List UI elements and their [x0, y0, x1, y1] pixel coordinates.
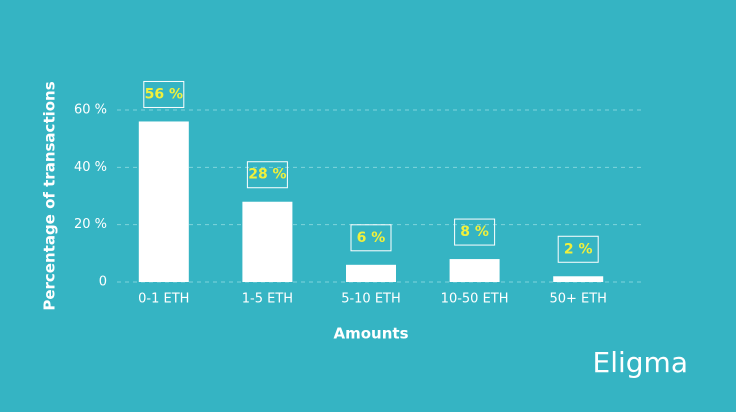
x-tick-label: 1-5 ETH — [242, 292, 293, 307]
bar — [449, 259, 500, 282]
y-axis-title: Percentage of transactions — [41, 81, 59, 310]
value-label: 6 % — [357, 230, 386, 246]
bar — [138, 121, 189, 282]
value-label: 56 % — [145, 86, 183, 102]
value-label: 28 % — [248, 167, 286, 183]
logo: Eligma — [593, 346, 688, 379]
value-label-box — [557, 235, 599, 263]
x-tick-label: 5-10 ETH — [341, 292, 401, 307]
value-label-box — [143, 80, 185, 108]
x-axis-title: Amounts — [334, 325, 409, 343]
y-tick-label: 20 % — [74, 217, 107, 232]
y-tick-label: 60 % — [74, 103, 107, 118]
bar — [242, 201, 293, 282]
x-tick-label: 0-1 ETH — [138, 292, 189, 307]
value-label-box — [246, 161, 288, 189]
y-tick-label: 0 — [99, 275, 107, 290]
value-label: 8 % — [460, 224, 489, 240]
bar — [553, 276, 604, 282]
y-tick-label: 40 % — [74, 160, 107, 175]
bar — [346, 264, 396, 282]
value-label-box — [350, 224, 392, 252]
value-label: 2 % — [564, 241, 593, 257]
x-tick-label: 50+ ETH — [549, 292, 607, 307]
value-label-box — [454, 218, 496, 246]
x-tick-label: 10-50 ETH — [441, 292, 509, 307]
